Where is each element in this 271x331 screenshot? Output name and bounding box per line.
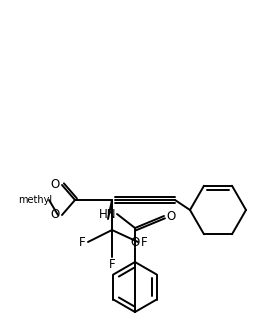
Text: F: F	[109, 258, 115, 270]
Text: O: O	[166, 210, 176, 222]
Text: HN: HN	[99, 208, 117, 220]
Text: O: O	[50, 209, 60, 221]
Text: F: F	[79, 235, 85, 249]
Text: O: O	[130, 237, 140, 250]
Text: F: F	[141, 235, 147, 249]
Text: O: O	[50, 177, 60, 191]
Text: methyl: methyl	[18, 195, 52, 205]
